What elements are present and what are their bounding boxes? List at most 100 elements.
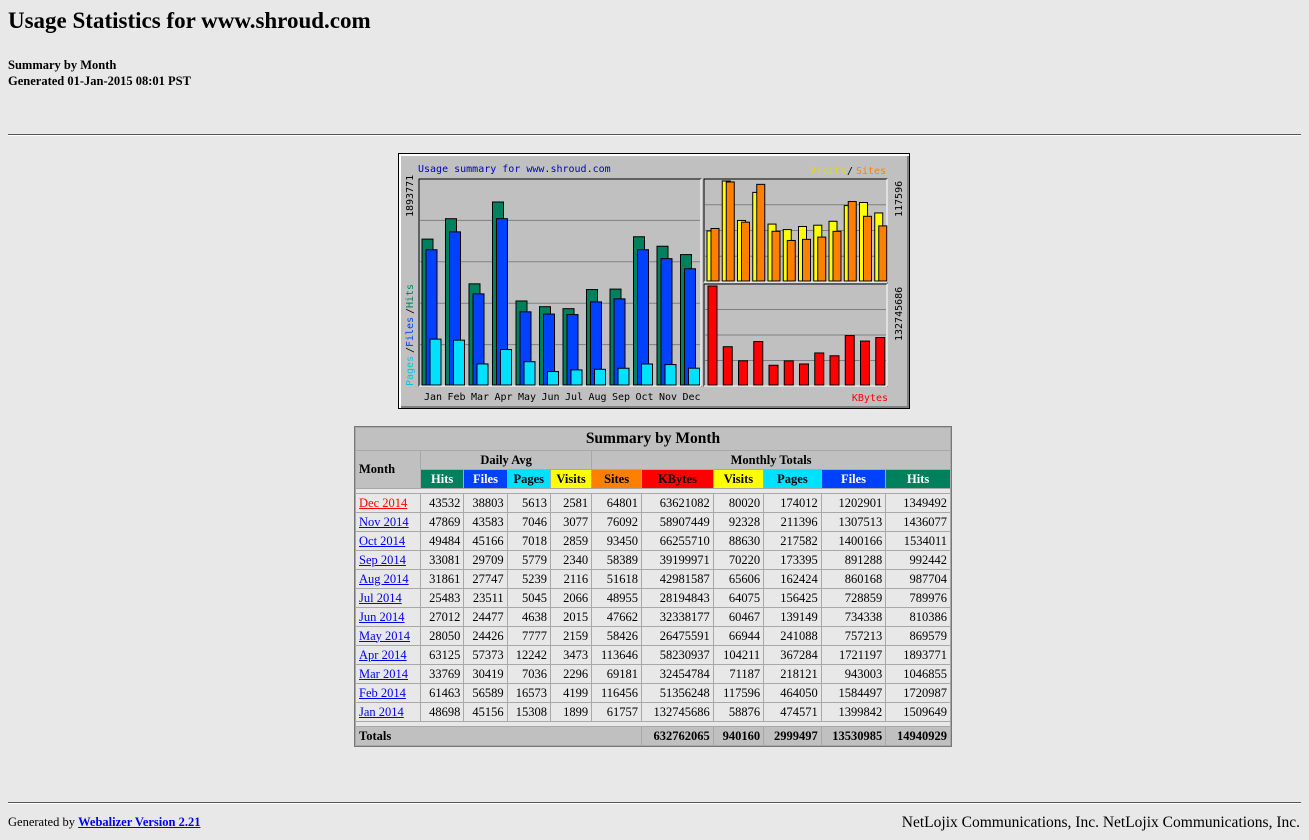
daily-value-cell: 7018 (507, 532, 550, 550)
table-row: Jul 2014 25483 23511 5045 2066 48955 28194843 6… (356, 589, 950, 607)
kbytes-bar (829, 355, 840, 386)
month-link[interactable]: Jun 2014 (359, 609, 405, 624)
table-row: Oct 2014 49484 45166 7018 2859 93450 66255710 8… (356, 532, 950, 550)
daily-value-cell: 30419 (464, 665, 507, 683)
monthly-value-cell: 48955 (592, 589, 642, 607)
month-link[interactable]: Sep 2014 (359, 552, 406, 567)
monthly-value-cell: 42981587 (642, 570, 713, 588)
legend-sites: Sites (856, 166, 886, 177)
total-value-cell: 13530985 (821, 727, 886, 745)
monthly-value-cell: 464050 (764, 684, 821, 702)
legend-pages: Pages (405, 356, 416, 386)
month-link[interactable]: Aug 2014 (359, 571, 409, 586)
files-bar (684, 268, 696, 386)
col-m-files: Files (821, 470, 886, 488)
monthly-value-cell: 139149 (764, 608, 821, 626)
daily-value-cell: 2581 (550, 494, 592, 512)
legend-hits: Hits (405, 284, 416, 308)
daily-value-cell: 23511 (464, 589, 507, 607)
month-tick-label: Oct (635, 392, 653, 403)
month-link[interactable]: Jul 2014 (359, 590, 402, 605)
monthly-value-cell: 757213 (821, 627, 886, 645)
footer-company: NetLojix Communications, Inc. NetLojix C… (901, 814, 1300, 831)
monthly-value-cell: 1436077 (886, 513, 950, 531)
kbytes-bar (722, 346, 733, 386)
total-value-cell: 14940929 (886, 727, 950, 745)
left-panel (418, 178, 702, 387)
webalizer-link[interactable]: Webalizer Version 2.21 (78, 815, 201, 829)
month-cell: Feb 2014 (356, 684, 420, 702)
month-cell: Oct 2014 (356, 532, 420, 550)
col-m-hits: Hits (886, 470, 950, 488)
daily-value-cell: 16573 (507, 684, 550, 702)
daily-value-cell: 33081 (421, 551, 464, 569)
daily-value-cell: 29709 (464, 551, 507, 569)
daily-value-cell: 49484 (421, 532, 464, 550)
table-row: Jan 2014 48698 45156 15308 1899 61757 13274568… (356, 703, 950, 721)
monthly-value-cell: 218121 (764, 665, 821, 683)
month-link[interactable]: Jan 2014 (359, 704, 404, 719)
table-row: Dec 2014 43532 38803 5613 2581 64801 63621082 8… (356, 494, 950, 512)
page-title: Usage Statistics for www.shroud.com (8, 8, 371, 33)
sites-bar (741, 221, 750, 282)
graph-title: Usage summary for www.shroud.com (418, 164, 611, 175)
month-tick-label: Aug (588, 392, 606, 403)
month-link[interactable]: Mar 2014 (359, 666, 408, 681)
legend-files: Files (405, 317, 416, 347)
month-link[interactable]: Oct 2014 (359, 533, 406, 548)
monthly-value-cell: 58230937 (642, 646, 713, 664)
monthly-value-cell: 1584497 (821, 684, 886, 702)
monthly-value-cell: 88630 (713, 532, 764, 550)
monthly-value-cell: 1202901 (821, 494, 886, 512)
daily-value-cell: 43583 (464, 513, 507, 531)
pages-bar (476, 363, 489, 386)
monthly-value-cell: 728859 (821, 589, 886, 607)
summary-table: Summary by Month Month Daily Avg Monthly… (354, 426, 952, 747)
col-m-visits: Visits (713, 470, 764, 488)
monthly-value-cell: 51356248 (642, 684, 713, 702)
pages-bar (688, 367, 700, 386)
sites-bar (710, 227, 720, 282)
sites-bar (832, 230, 842, 282)
daily-value-cell: 24477 (464, 608, 507, 626)
kbytes-label: KBytes (852, 393, 888, 404)
monthly-value-cell: 734338 (821, 608, 886, 626)
daily-value-cell: 12242 (507, 646, 550, 664)
sites-bar (847, 201, 857, 282)
page-subtitle: Summary by Month Generated 01-Jan-2015 0… (8, 57, 191, 89)
month-tick-label: May (518, 392, 536, 403)
month-tick-label: Feb (447, 392, 465, 403)
month-link[interactable]: Nov 2014 (359, 514, 409, 529)
monthly-value-cell: 32454784 (642, 665, 713, 683)
right-top-max: 117596 (894, 181, 905, 217)
month-tick-label: Jun (541, 392, 559, 403)
table-row: Mar 2014 33769 30419 7036 2296 69181 32454784 7… (356, 665, 950, 683)
usage-summary-graph: Usage summary for www.shroud.com Visits / S… (398, 153, 910, 409)
month-link[interactable]: May 2014 (359, 628, 411, 643)
month-link[interactable]: Apr 2014 (359, 647, 407, 662)
sites-bar (756, 183, 766, 282)
pages-bar (429, 338, 442, 386)
month-link[interactable]: Dec 2014 (359, 495, 408, 510)
monthly-value-cell: 156425 (764, 589, 821, 607)
month-cell: Aug 2014 (356, 570, 420, 588)
monthly-value-cell: 1399842 (821, 703, 886, 721)
monthly-value-cell: 241088 (764, 627, 821, 645)
monthly-value-cell: 66944 (713, 627, 764, 645)
pages-bar (617, 367, 630, 386)
month-tick-label: Jul (565, 392, 583, 403)
monthly-value-cell: 117596 (713, 684, 764, 702)
month-link[interactable]: Feb 2014 (359, 685, 406, 700)
monthly-value-cell: 64801 (592, 494, 642, 512)
monthly-value-cell: 32338177 (642, 608, 713, 626)
kbytes-bar (799, 363, 809, 386)
monthly-value-cell: 47662 (592, 608, 642, 626)
daily-value-cell: 5045 (507, 589, 550, 607)
group-monthly-totals: Monthly Totals (592, 451, 950, 469)
group-daily-avg: Daily Avg (421, 451, 592, 469)
generated-by-label: Generated by (8, 815, 75, 829)
monthly-value-cell: 61757 (592, 703, 642, 721)
monthly-value-cell: 116456 (592, 684, 642, 702)
monthly-value-cell: 58426 (592, 627, 642, 645)
top-divider (8, 134, 1301, 136)
